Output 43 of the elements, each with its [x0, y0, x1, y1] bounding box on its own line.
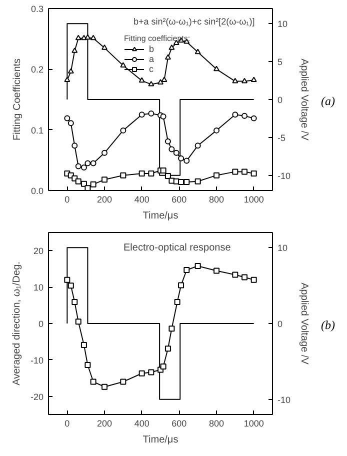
- y2-tick-label: 10: [278, 243, 288, 254]
- y2-axis-title: Applied Voltage /V: [298, 58, 310, 141]
- y2-tick-label: -10: [278, 170, 291, 181]
- y2-tick-label: 0: [278, 319, 283, 329]
- y-tick-label: 10: [33, 282, 44, 293]
- y-axis-title: Fitting Coefficients: [12, 58, 23, 141]
- x-tick-label: 0: [64, 194, 70, 204]
- y-tick-label: 20: [33, 246, 44, 256]
- y2-tick-label: -5: [278, 132, 286, 143]
- x-tick-label: 1000: [244, 194, 264, 204]
- text: (a): [321, 93, 335, 110]
- x-axis-title: Time/μs: [142, 210, 178, 222]
- y2-tick-label: 10: [278, 19, 288, 30]
- y-tick-label: -10: [30, 355, 44, 366]
- y2-axis-title: Applied Voltage /V: [298, 282, 310, 365]
- y-tick-label: 0.2: [30, 64, 44, 75]
- x-tick-label: 800: [208, 418, 224, 428]
- x-tick-label: 600: [172, 418, 187, 428]
- x-tick-label: 0: [64, 418, 70, 428]
- x-tick-label: 400: [134, 418, 150, 428]
- y-tick-label: 0.1: [30, 125, 44, 136]
- y2-tick-label: 0: [278, 95, 283, 105]
- legend-label: b: [149, 44, 156, 54]
- x-tick-label: 200: [96, 194, 112, 204]
- y-tick-label: 0: [38, 319, 44, 329]
- y-axis-title: Averaged direction, ω₁/Deg.: [11, 262, 22, 386]
- annotation: b+a sin²(ω-ω₁)+c sin²[2(ω-ω₁)]: [134, 16, 255, 26]
- x-tick-label: 800: [208, 194, 224, 204]
- legend-title: Fitting coefficients:: [124, 34, 190, 43]
- y-tick-label: 0.3: [30, 4, 44, 14]
- text: (b): [321, 317, 335, 334]
- legend-label: c: [149, 64, 154, 74]
- x-tick-label: 1000: [244, 418, 264, 428]
- y2-tick-label: -10: [278, 394, 291, 405]
- x-tick-label: 200: [96, 418, 112, 428]
- y2-tick-label: 5: [278, 57, 283, 68]
- y-tick-label: 0.0: [30, 186, 44, 196]
- x-axis-title: Time/μs: [142, 434, 178, 446]
- x-tick-label: 400: [134, 194, 150, 204]
- annotation: Electro-optical response: [124, 242, 232, 254]
- y-tick-label: -20: [30, 392, 44, 402]
- legend-label: a: [149, 54, 156, 64]
- x-tick-label: 600: [172, 194, 187, 204]
